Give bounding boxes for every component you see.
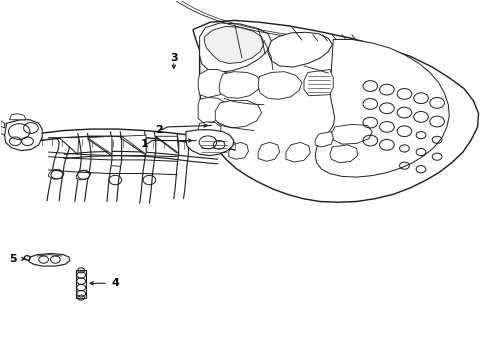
Polygon shape [122,135,146,154]
Polygon shape [315,40,448,177]
Polygon shape [330,125,371,144]
Polygon shape [304,69,332,96]
Polygon shape [76,270,86,298]
Text: 2: 2 [155,125,163,135]
Text: 1: 1 [141,139,148,149]
Polygon shape [219,72,261,98]
Polygon shape [199,23,271,72]
Polygon shape [9,114,26,120]
Polygon shape [0,123,6,135]
Text: 4: 4 [111,278,119,288]
Polygon shape [228,142,248,159]
Polygon shape [48,169,64,179]
Text: 5: 5 [9,254,17,264]
Polygon shape [258,142,279,161]
Polygon shape [76,170,91,180]
Polygon shape [285,142,310,162]
Polygon shape [198,122,221,139]
Polygon shape [4,120,42,150]
Polygon shape [87,136,112,154]
Polygon shape [329,145,357,163]
Polygon shape [59,138,79,154]
Polygon shape [198,98,227,123]
Polygon shape [0,121,4,128]
Polygon shape [185,130,233,156]
Polygon shape [29,253,70,266]
Polygon shape [315,132,332,147]
Polygon shape [193,21,478,202]
Polygon shape [258,72,302,99]
Polygon shape [198,69,232,98]
Polygon shape [204,27,264,63]
Polygon shape [267,32,331,67]
Polygon shape [215,100,261,128]
Polygon shape [24,255,30,261]
Polygon shape [156,136,178,153]
Text: 3: 3 [170,53,177,63]
